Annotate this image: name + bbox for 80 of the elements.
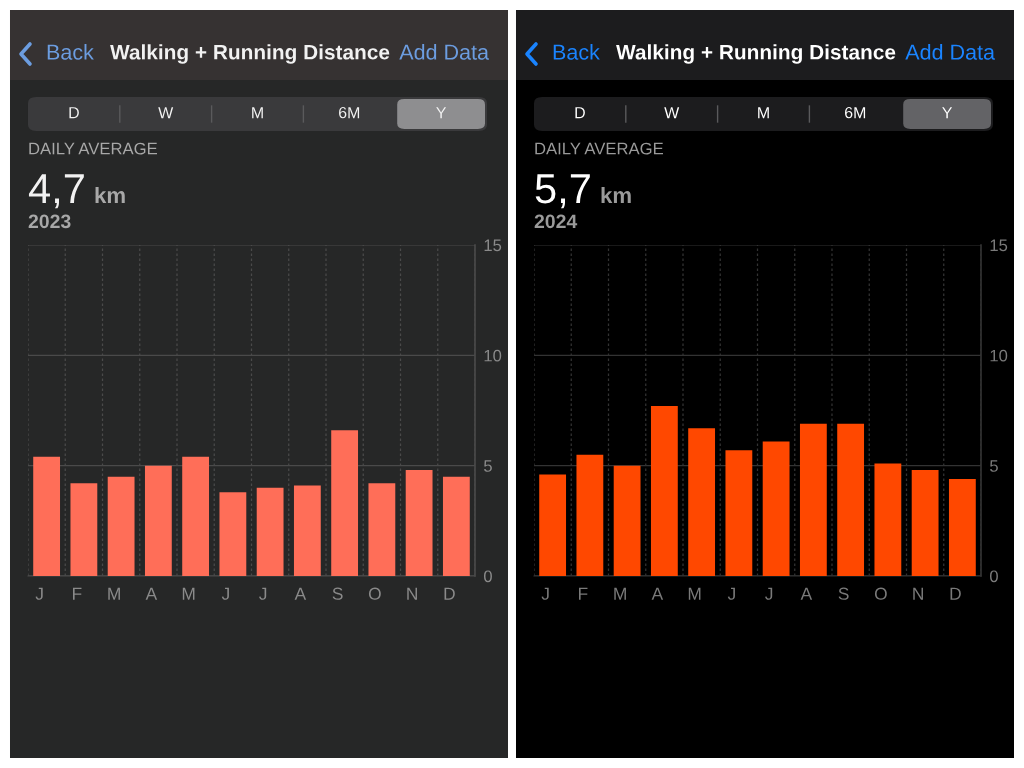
y-tick-label: 5 [990, 460, 998, 472]
text: W [664, 107, 680, 119]
x-tick-label: A [294, 587, 307, 600]
bar [107, 476, 135, 576]
text: D [575, 107, 585, 119]
y-tick-label: 5 [484, 460, 492, 472]
x-tick-label: J [221, 587, 229, 600]
x-tick-label: N [407, 587, 417, 600]
x-tick-label: M [108, 587, 120, 600]
x-tick-label: S [838, 587, 849, 600]
text: 2023 [28, 214, 71, 229]
x-tick-label: J [765, 587, 773, 600]
x-tick-label: M [182, 587, 195, 600]
chart-subtitle: DAILY AVERAGE [535, 142, 663, 155]
text: D [69, 107, 79, 119]
x-tick-label: N [913, 587, 923, 600]
bar [293, 485, 321, 576]
x-tick-label: M [688, 587, 701, 600]
text: Add Data [905, 43, 995, 60]
bar [911, 470, 939, 576]
bar [539, 474, 567, 576]
text: Add Data [399, 43, 489, 60]
bar [442, 476, 470, 576]
x-tick-label: F [579, 587, 588, 600]
text: Back [47, 43, 94, 60]
bar [405, 470, 433, 576]
bar [576, 454, 604, 576]
bar [219, 492, 247, 576]
bar [837, 423, 865, 576]
text: M [758, 107, 769, 119]
x-tick-label: J [259, 587, 267, 600]
bar [688, 428, 716, 576]
bar [613, 465, 641, 576]
x-tick-label: A [145, 587, 158, 600]
x-tick-label: A [651, 587, 664, 600]
bar [725, 450, 753, 576]
text: 6M [339, 106, 360, 119]
y-tick-label: 10 [484, 349, 502, 362]
text: Y [436, 107, 447, 119]
x-tick-label: J [35, 587, 43, 600]
bar [874, 463, 902, 576]
text: Back [553, 43, 600, 60]
text: W [158, 107, 174, 119]
x-tick-label: F [73, 587, 82, 600]
x-tick-label: D [950, 587, 961, 600]
chart-subtitle: DAILY AVERAGE [29, 142, 157, 155]
chart-title: Walking + Running Distance [110, 44, 390, 64]
bar [948, 478, 976, 576]
text: 5,7 [535, 174, 590, 209]
text: 2024 [534, 214, 578, 229]
y-tick-label: 10 [990, 349, 1008, 362]
y-tick-label: 15 [990, 239, 1008, 252]
y-tick-label: 0 [483, 570, 492, 583]
bar [182, 456, 210, 576]
x-tick-label: J [541, 587, 549, 600]
y-tick-label: 0 [989, 570, 998, 583]
text: M [252, 107, 263, 119]
bar [33, 456, 61, 576]
text: km [601, 186, 631, 203]
x-tick-label: D [444, 587, 455, 600]
text: km [95, 186, 125, 203]
text: 6M [845, 106, 866, 119]
x-tick-label: S [332, 587, 343, 600]
bar [799, 423, 827, 576]
bar [256, 487, 284, 576]
x-tick-label: O [874, 587, 887, 600]
x-tick-label: J [727, 587, 735, 600]
bar [70, 483, 98, 576]
x-tick-label: M [614, 587, 626, 600]
bar [331, 430, 359, 576]
x-tick-label: O [368, 587, 381, 600]
chart-title: Walking + Running Distance [616, 44, 896, 64]
bar [762, 441, 790, 576]
x-tick-label: A [800, 587, 813, 600]
bar [368, 483, 396, 576]
text: 4,7 [28, 174, 84, 209]
bar [650, 406, 678, 576]
text: Y [942, 107, 953, 119]
y-tick-label: 15 [484, 239, 502, 252]
bar [144, 465, 172, 576]
